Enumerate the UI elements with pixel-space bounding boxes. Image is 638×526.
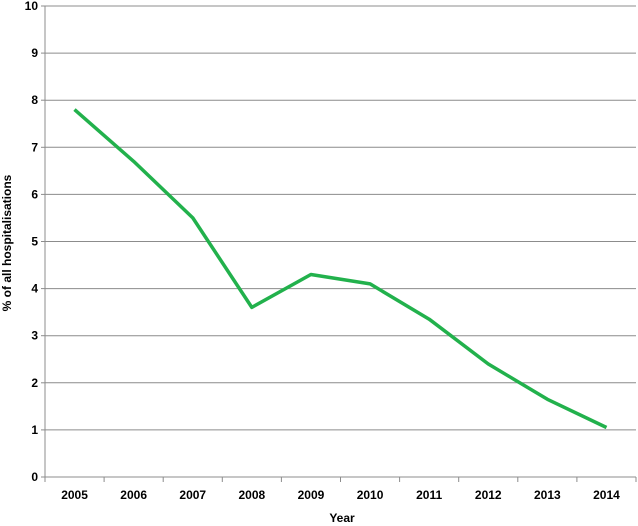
y-tick-label: 0	[31, 470, 38, 484]
y-tick-label: 3	[31, 329, 38, 343]
y-tick-label: 4	[31, 282, 38, 296]
x-tick-label: 2012	[475, 488, 502, 502]
axes	[41, 5, 637, 482]
x-tick-label: 2010	[357, 488, 384, 502]
x-tick-label: 2011	[416, 488, 442, 502]
x-axis-title: Year	[329, 511, 355, 525]
y-tick-label: 5	[31, 235, 38, 249]
x-tick-label: 2007	[179, 488, 206, 502]
series-line	[73, 108, 608, 430]
y-tick-label: 8	[31, 93, 38, 107]
x-tick-label: 2013	[534, 488, 561, 502]
y-tick-label: 9	[31, 46, 38, 60]
y-axis-title: % of all hospitalisations	[0, 174, 14, 311]
gridlines	[45, 5, 636, 431]
y-tick-label: 10	[25, 0, 39, 13]
y-tick-label: 1	[31, 423, 38, 437]
x-tick-labels: 2005 2006 2007 2008 2009 2010 2011 2012 2013 2014	[61, 488, 620, 502]
y-tick-label: 7	[31, 140, 38, 154]
x-tick-label: 2008	[238, 488, 265, 502]
x-tick-label: 2005	[61, 488, 88, 502]
series-layer	[73, 108, 608, 430]
y-tick-label: 6	[31, 187, 38, 201]
y-tick-labels: 0 1 2 3 4 5 6 7 8 9 10	[25, 0, 39, 484]
x-tick-label: 2006	[120, 488, 147, 502]
y-tick-label: 2	[31, 376, 38, 390]
x-tick-label: 2009	[298, 488, 325, 502]
x-tick-label: 2014	[593, 488, 620, 502]
